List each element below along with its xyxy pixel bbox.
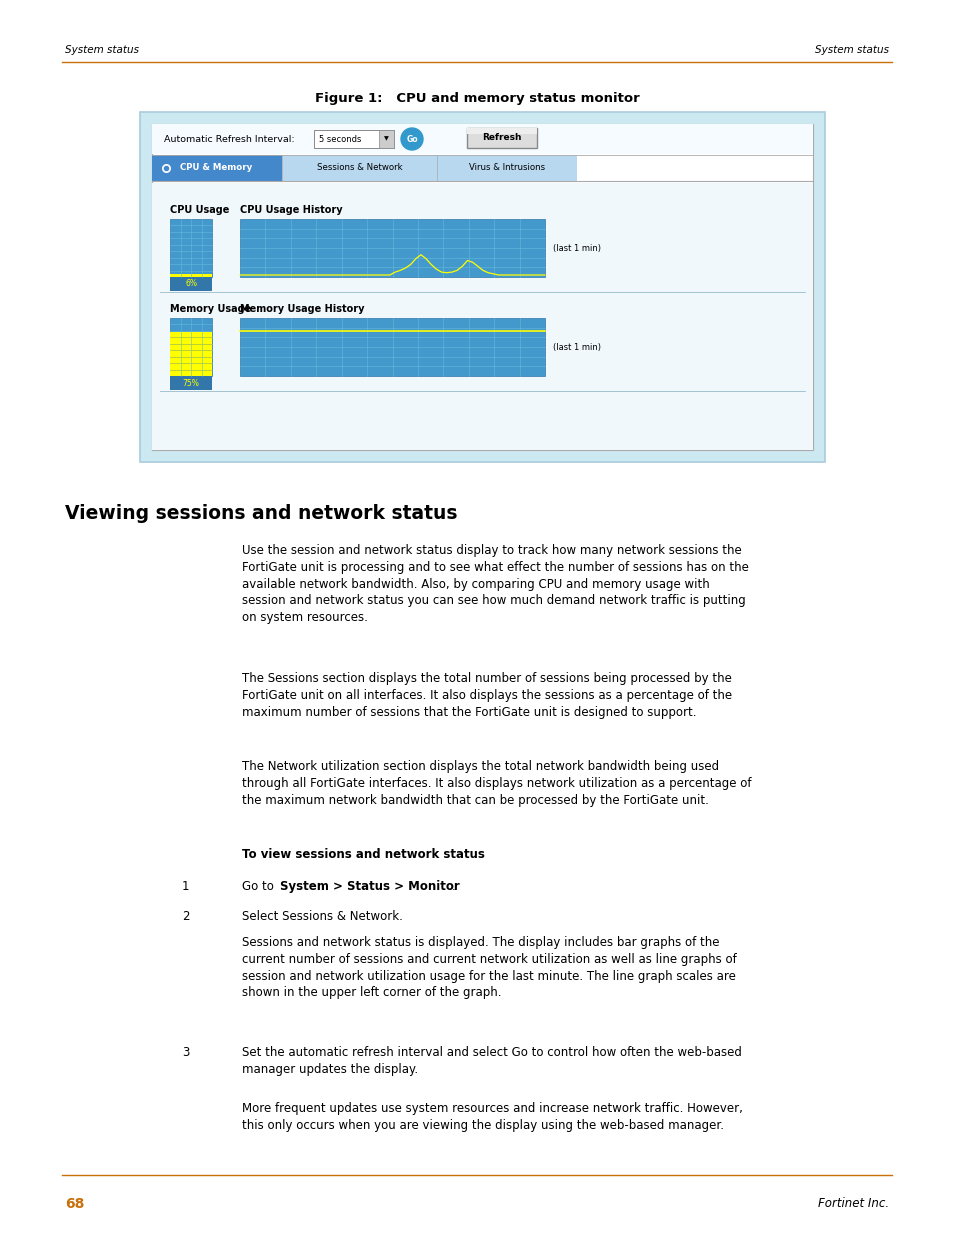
Circle shape — [400, 128, 422, 149]
Text: Sessions & Network: Sessions & Network — [316, 163, 402, 173]
Bar — [152, 156, 282, 182]
Bar — [314, 130, 394, 148]
Text: More frequent updates use system resources and increase network traffic. However: More frequent updates use system resourc… — [242, 1102, 742, 1131]
Text: Memory Usage: Memory Usage — [170, 304, 251, 314]
Bar — [240, 219, 544, 277]
Text: (last 1 min): (last 1 min) — [553, 243, 600, 252]
Text: Go: Go — [406, 135, 417, 143]
Text: Select Sessions & Network.: Select Sessions & Network. — [242, 910, 402, 923]
Bar — [152, 124, 812, 450]
Text: .: . — [451, 881, 455, 893]
Text: Refresh: Refresh — [482, 133, 521, 142]
Text: 3: 3 — [182, 1046, 190, 1058]
Text: System status: System status — [65, 44, 139, 56]
Bar — [170, 273, 212, 277]
Bar — [240, 317, 544, 375]
Text: 68: 68 — [65, 1197, 84, 1212]
Text: To view sessions and network status: To view sessions and network status — [242, 848, 484, 861]
Text: Viewing sessions and network status: Viewing sessions and network status — [65, 504, 457, 522]
Text: The Network utilization section displays the total network bandwidth being used
: The Network utilization section displays… — [242, 760, 751, 806]
Text: Use the session and network status display to track how many network sessions th: Use the session and network status displ… — [242, 543, 748, 624]
Bar — [467, 128, 537, 135]
Bar — [436, 156, 577, 182]
Bar — [152, 183, 812, 450]
Text: Automatic Refresh Interval:: Automatic Refresh Interval: — [164, 135, 294, 143]
Text: 75%: 75% — [182, 378, 199, 388]
Bar — [467, 128, 537, 148]
Text: Go to: Go to — [242, 881, 277, 893]
Text: CPU & Memory: CPU & Memory — [180, 163, 252, 173]
Bar — [170, 375, 212, 390]
Text: Virus & Intrusions: Virus & Intrusions — [469, 163, 544, 173]
Bar — [170, 332, 212, 375]
Text: The Sessions section displays the total number of sessions being processed by th: The Sessions section displays the total … — [242, 672, 731, 719]
Text: 1: 1 — [182, 881, 190, 893]
Text: 2: 2 — [182, 910, 190, 923]
Text: CPU Usage: CPU Usage — [170, 205, 229, 215]
Text: CPU Usage History: CPU Usage History — [240, 205, 342, 215]
Text: ▼: ▼ — [384, 137, 389, 142]
Bar — [170, 219, 212, 277]
Text: Fortinet Inc.: Fortinet Inc. — [817, 1197, 888, 1210]
Bar — [170, 277, 212, 291]
Bar — [140, 112, 824, 462]
Text: System > Status > Monitor: System > Status > Monitor — [279, 881, 458, 893]
Text: System status: System status — [814, 44, 888, 56]
Bar — [170, 317, 212, 375]
Text: 5 seconds: 5 seconds — [318, 135, 361, 143]
Bar — [282, 156, 436, 182]
Text: (last 1 min): (last 1 min) — [553, 342, 600, 352]
Bar — [378, 130, 394, 148]
Text: Sessions and network status is displayed. The display includes bar graphs of the: Sessions and network status is displayed… — [242, 936, 736, 999]
Text: Figure 1:   CPU and memory status monitor: Figure 1: CPU and memory status monitor — [314, 91, 639, 105]
Text: 6%: 6% — [185, 279, 196, 289]
Text: Set the automatic refresh interval and select Go to control how often the web-ba: Set the automatic refresh interval and s… — [242, 1046, 741, 1076]
Bar — [152, 124, 812, 154]
Text: Memory Usage History: Memory Usage History — [240, 304, 364, 314]
